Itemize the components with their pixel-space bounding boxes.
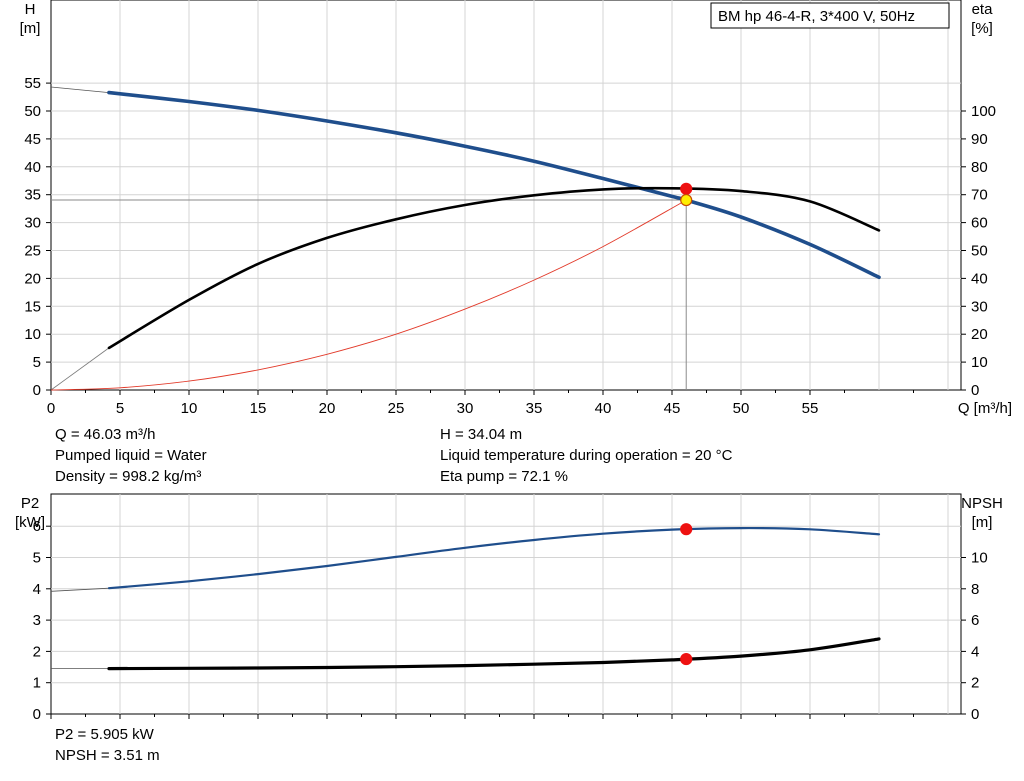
- right-tick-label: 10: [971, 354, 988, 371]
- duty-point-marker: [680, 193, 693, 207]
- x-axis-label: Q [m³/h]: [958, 400, 1012, 417]
- left-axis-label: P2: [21, 495, 39, 512]
- x-tick-label: 15: [250, 400, 267, 417]
- right-tick-label: 8: [971, 581, 979, 598]
- x-tick-label: 0: [47, 400, 55, 417]
- left-axis-label: H: [25, 1, 36, 18]
- head-curve-extrapolated: [50, 86, 109, 93]
- right-tick-label: 6: [971, 612, 979, 629]
- right-tick-label: 2: [971, 675, 979, 692]
- right-axis-label: NPSH: [961, 495, 1003, 512]
- right-tick-label: 0: [971, 382, 979, 399]
- info-npsh: NPSH = 3.51 m: [55, 747, 160, 764]
- right-tick-label: 60: [971, 215, 988, 232]
- info-density: Density = 998.2 kg/m³: [55, 468, 202, 485]
- info-liquid-temperature: Liquid temperature during operation = 20…: [440, 447, 733, 464]
- x-tick-label: 20: [319, 400, 336, 417]
- bottom-grid: [51, 494, 961, 714]
- npsh-curve: [107, 637, 881, 671]
- system-curve: [50, 199, 687, 391]
- top-axes: 0 5 10 15 20 25 30 35 40 45 50 55 Q [m³/h]0510152025…: [20, 1, 1012, 417]
- left-axis-label: [kW]: [15, 514, 45, 531]
- top-info-right: H = 34.04 m Liquid temperature during op…: [440, 424, 732, 487]
- right-tick-label: 20: [971, 326, 988, 343]
- right-tick-label: 100: [971, 103, 996, 120]
- left-tick-label: 4: [33, 581, 41, 598]
- info-head: H = 34.04 m: [440, 426, 523, 443]
- left-tick-label: 55: [24, 75, 41, 92]
- x-tick-label: 25: [388, 400, 405, 417]
- top-info-left: Q = 46.03 m³/h Pumped liquid = Water Den…: [55, 424, 207, 487]
- bottom-info: P2 = 5.905 kW NPSH = 3.51 m: [55, 724, 160, 766]
- left-axis-label: [m]: [20, 20, 41, 37]
- right-tick-label: 70: [971, 187, 988, 204]
- left-tick-label: 0: [33, 706, 41, 723]
- right-tick-label: 40: [971, 270, 988, 287]
- info-flow: Q = 46.03 m³/h: [55, 426, 156, 443]
- left-tick-label: 2: [33, 643, 41, 660]
- bottom-axes: 0 1 2 3 4 5 6 P2 [kW] 0 2 4 6 8 10 NPSH [m]: [15, 495, 1003, 723]
- head-curve: [107, 90, 881, 280]
- info-eta-pump: Eta pump = 72.1 %: [440, 468, 568, 485]
- pump-title-box: BM hp 46-4-R, 3*400 V, 50Hz: [710, 2, 950, 29]
- right-tick-label: 90: [971, 131, 988, 148]
- top-points: [680, 182, 693, 207]
- bottom-series: [50, 526, 881, 671]
- right-tick-label: 50: [971, 243, 988, 260]
- x-tick-label: 35: [526, 400, 543, 417]
- left-tick-label: 1: [33, 675, 41, 692]
- operating-point-marker: [680, 523, 693, 536]
- x-tick-label: 40: [595, 400, 612, 417]
- left-tick-label: 35: [24, 187, 41, 204]
- left-tick-label: 5: [33, 354, 41, 371]
- power-curve-extrapolated: [50, 587, 109, 592]
- left-tick-label: 45: [24, 131, 41, 148]
- left-tick-label: 5: [33, 550, 41, 567]
- x-tick-label: 55: [802, 400, 819, 417]
- bottom-points: [680, 523, 693, 666]
- eta-curve-extrapolated: [50, 347, 110, 391]
- top-series: [50, 86, 881, 391]
- right-axis-label: [%]: [971, 20, 993, 37]
- left-tick-label: 6: [33, 518, 41, 535]
- left-tick-label: 25: [24, 243, 41, 260]
- left-tick-label: 30: [24, 215, 41, 232]
- x-tick-label: 5: [116, 400, 124, 417]
- left-tick-label: 0: [33, 382, 41, 399]
- x-tick-label: 50: [733, 400, 750, 417]
- left-tick-label: 20: [24, 270, 41, 287]
- x-tick-label: 10: [181, 400, 198, 417]
- eta-curve: [107, 186, 881, 350]
- right-axis-label: eta: [972, 1, 994, 18]
- operating-point-marker: [680, 652, 693, 666]
- left-tick-label: 50: [24, 103, 41, 120]
- right-tick-label: 80: [971, 159, 988, 176]
- right-tick-label: 0: [971, 706, 979, 723]
- left-tick-label: 3: [33, 612, 41, 629]
- bottom-plot-frame: [50, 493, 962, 715]
- right-axis-label: [m]: [972, 514, 993, 531]
- top-grid: [51, 0, 961, 390]
- power-curve: [107, 526, 881, 590]
- info-pumped-liquid: Pumped liquid = Water: [55, 447, 207, 464]
- left-tick-label: 15: [24, 298, 41, 315]
- operating-point-marker: [680, 182, 693, 195]
- info-p2: P2 = 5.905 kW: [55, 726, 154, 743]
- x-tick-label: 45: [664, 400, 681, 417]
- right-tick-label: 4: [971, 643, 979, 660]
- right-tick-label: 10: [971, 550, 988, 567]
- left-tick-label: 10: [24, 326, 41, 343]
- x-tick-label: 30: [457, 400, 474, 417]
- pump-title: BM hp 46-4-R, 3*400 V, 50Hz: [718, 8, 915, 25]
- left-tick-label: 40: [24, 159, 41, 176]
- right-tick-label: 30: [971, 298, 988, 315]
